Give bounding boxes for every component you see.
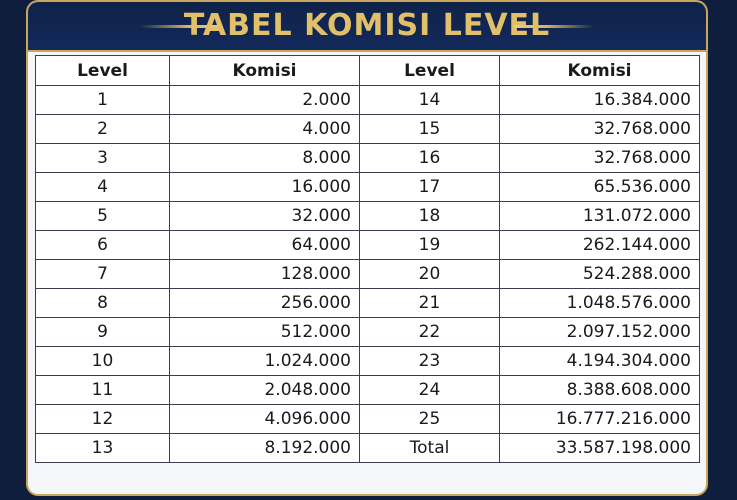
right-level-cell: 19 xyxy=(359,230,500,260)
left-komisi-cell: 1.024.000 xyxy=(169,346,360,376)
table-row: 13 8.192.000 Total 33.587.198.000 xyxy=(35,433,700,463)
left-komisi-cell: 4.000 xyxy=(169,114,360,144)
left-level-cell: 3 xyxy=(35,143,170,173)
right-komisi-cell: 2.097.152.000 xyxy=(499,317,700,347)
right-level-cell: 24 xyxy=(359,375,500,405)
left-level-cell: 9 xyxy=(35,317,170,347)
right-komisi-cell: 16.384.000 xyxy=(499,85,700,115)
left-level-cell: 10 xyxy=(35,346,170,376)
left-komisi-cell: 32.000 xyxy=(169,201,360,231)
table-row: 12 4.096.000 25 16.777.216.000 xyxy=(35,404,700,434)
header-level-left: Level xyxy=(35,55,170,86)
right-level-cell: 14 xyxy=(359,85,500,115)
left-level-cell: 6 xyxy=(35,230,170,260)
table-row: 8 256.000 21 1.048.576.000 xyxy=(35,288,700,318)
left-level-cell: 8 xyxy=(35,288,170,318)
right-komisi-cell: 1.048.576.000 xyxy=(499,288,700,318)
right-komisi-cell: 524.288.000 xyxy=(499,259,700,289)
left-komisi-cell: 128.000 xyxy=(169,259,360,289)
table-row: 9 512.000 22 2.097.152.000 xyxy=(35,317,700,347)
header-level-right: Level xyxy=(359,55,500,86)
left-komisi-cell: 16.000 xyxy=(169,172,360,202)
left-level-cell: 2 xyxy=(35,114,170,144)
right-komisi-cell: 65.536.000 xyxy=(499,172,700,202)
commission-table: Level Komisi Level Komisi 1 2.000 14 16.384… xyxy=(35,55,700,463)
header-komisi-right: Komisi xyxy=(499,55,700,86)
title-rule-right xyxy=(514,25,594,28)
right-level-cell: Total xyxy=(359,433,500,463)
left-komisi-cell: 64.000 xyxy=(169,230,360,260)
page-title: TABEL KOMISI LEVEL xyxy=(183,8,551,43)
table-row: 4 16.000 17 65.536.000 xyxy=(35,172,700,202)
right-level-cell: 17 xyxy=(359,172,500,202)
table-row: 2 4.000 15 32.768.000 xyxy=(35,114,700,144)
left-komisi-cell: 2.048.000 xyxy=(169,375,360,405)
header-komisi-left: Komisi xyxy=(169,55,360,86)
left-level-cell: 7 xyxy=(35,259,170,289)
left-komisi-cell: 256.000 xyxy=(169,288,360,318)
table-row: 1 2.000 14 16.384.000 xyxy=(35,85,700,115)
right-level-cell: 18 xyxy=(359,201,500,231)
table-body: 1 2.000 14 16.384.000 2 4.000 15 32.768.000 3 8.0… xyxy=(35,85,700,463)
table-row: 11 2.048.000 24 8.388.608.000 xyxy=(35,375,700,405)
title-rule-left xyxy=(140,25,220,28)
right-komisi-cell: 131.072.000 xyxy=(499,201,700,231)
right-level-cell: 23 xyxy=(359,346,500,376)
table-header-row: Level Komisi Level Komisi xyxy=(35,55,700,86)
table-row: 3 8.000 16 32.768.000 xyxy=(35,143,700,173)
left-komisi-cell: 2.000 xyxy=(169,85,360,115)
right-komisi-cell: 16.777.216.000 xyxy=(499,404,700,434)
right-level-cell: 22 xyxy=(359,317,500,347)
left-level-cell: 5 xyxy=(35,201,170,231)
table-row: 7 128.000 20 524.288.000 xyxy=(35,259,700,289)
left-level-cell: 4 xyxy=(35,172,170,202)
left-level-cell: 13 xyxy=(35,433,170,463)
left-level-cell: 1 xyxy=(35,85,170,115)
right-komisi-cell: 262.144.000 xyxy=(499,230,700,260)
right-komisi-cell: 4.194.304.000 xyxy=(499,346,700,376)
right-komisi-cell: 32.768.000 xyxy=(499,143,700,173)
title-banner: TABEL KOMISI LEVEL xyxy=(28,2,706,52)
table-row: 5 32.000 18 131.072.000 xyxy=(35,201,700,231)
commission-panel: TABEL KOMISI LEVEL Level Komisi Level Ko… xyxy=(28,2,706,494)
left-komisi-cell: 8.192.000 xyxy=(169,433,360,463)
table-row: 10 1.024.000 23 4.194.304.000 xyxy=(35,346,700,376)
right-level-cell: 15 xyxy=(359,114,500,144)
left-level-cell: 12 xyxy=(35,404,170,434)
right-komisi-cell: 33.587.198.000 xyxy=(499,433,700,463)
right-komisi-cell: 32.768.000 xyxy=(499,114,700,144)
left-komisi-cell: 4.096.000 xyxy=(169,404,360,434)
left-komisi-cell: 512.000 xyxy=(169,317,360,347)
right-komisi-cell: 8.388.608.000 xyxy=(499,375,700,405)
left-komisi-cell: 8.000 xyxy=(169,143,360,173)
right-level-cell: 21 xyxy=(359,288,500,318)
right-level-cell: 16 xyxy=(359,143,500,173)
left-level-cell: 11 xyxy=(35,375,170,405)
table-row: 6 64.000 19 262.144.000 xyxy=(35,230,700,260)
right-level-cell: 20 xyxy=(359,259,500,289)
right-level-cell: 25 xyxy=(359,404,500,434)
